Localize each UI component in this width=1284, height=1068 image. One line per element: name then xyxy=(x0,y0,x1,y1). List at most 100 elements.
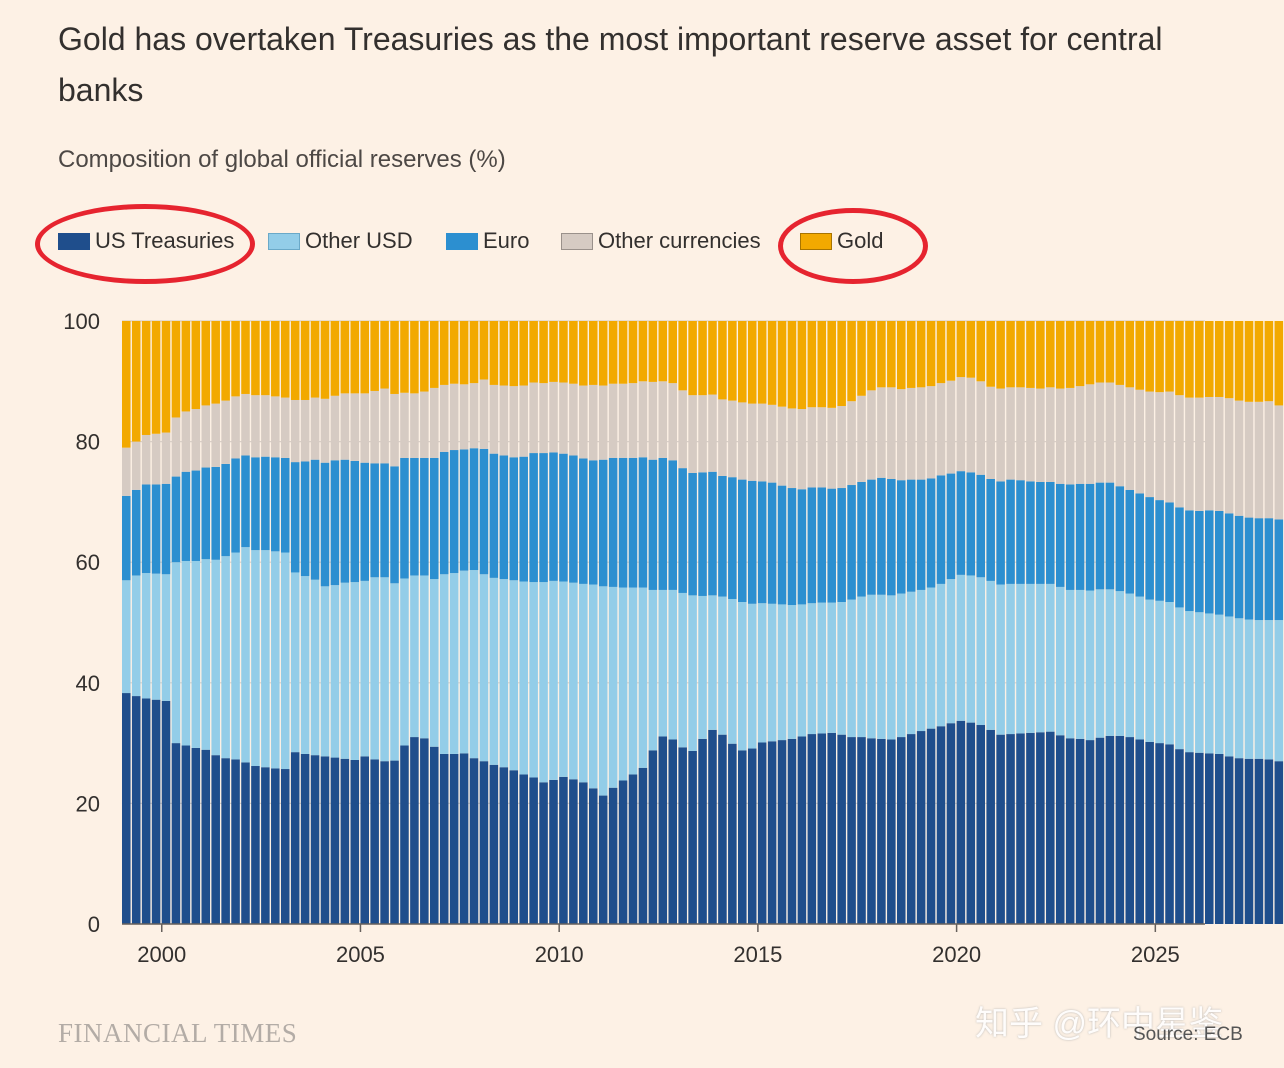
bar-segment-other-usd xyxy=(221,556,230,759)
bar-segment-euro xyxy=(579,458,588,584)
bar-segment-euro xyxy=(817,487,827,603)
bar-segment-us-treasuries xyxy=(280,769,290,924)
bar-segment-us-treasuries xyxy=(628,774,638,924)
bar-segment-other-usd xyxy=(310,579,320,756)
bar-segment-other-currencies xyxy=(658,381,668,458)
bar-segment-us-treasuries xyxy=(658,736,668,924)
bar-segment-other-usd xyxy=(290,572,300,753)
bar-segment-other-usd xyxy=(469,570,479,759)
bar-segment-gold xyxy=(708,321,717,395)
bar-segment-gold xyxy=(1055,321,1065,389)
bar-segment-other-currencies xyxy=(211,403,220,467)
bar-segment-gold xyxy=(1075,321,1085,387)
bar-segment-euro xyxy=(201,467,211,560)
bar-segment-other-usd xyxy=(678,592,687,748)
bar-segment-us-treasuries xyxy=(141,698,151,924)
bar-segment-euro xyxy=(787,488,797,606)
bar-segment-gold xyxy=(817,321,827,408)
bar-segment-us-treasuries xyxy=(1175,749,1184,924)
bar-segment-euro xyxy=(598,459,608,587)
bar-segment-other-usd xyxy=(271,551,280,769)
bar-segment-gold xyxy=(678,321,687,391)
bar-segment-other-currencies xyxy=(479,379,489,449)
bar-segment-other-usd xyxy=(280,552,290,770)
bar-segment-gold xyxy=(1244,321,1254,402)
bar-segment-euro xyxy=(807,487,817,604)
bar-segment-other-usd xyxy=(1205,613,1214,754)
bar-segment-gold xyxy=(350,321,360,394)
bar-segment-us-treasuries xyxy=(877,738,886,924)
bar-segment-other-currencies xyxy=(141,434,151,485)
bar-segment-us-treasuries xyxy=(638,767,648,924)
bar-segment-other-usd xyxy=(1175,607,1184,750)
bar-segment-us-treasuries xyxy=(410,737,419,924)
bar-segment-us-treasuries xyxy=(906,734,916,924)
bar-segment-other-usd xyxy=(539,582,548,783)
bar-segment-gold xyxy=(747,321,757,404)
bar-segment-other-currencies xyxy=(539,383,548,454)
bar-segment-other-currencies xyxy=(1036,388,1045,482)
bar-segment-other-currencies xyxy=(350,393,360,461)
bar-segment-other-usd xyxy=(976,577,986,726)
bar-segment-gold xyxy=(1115,321,1125,385)
legend-swatch-other-currencies xyxy=(561,232,593,250)
bar-segment-other-currencies xyxy=(430,387,439,458)
bar-segment-other-currencies xyxy=(181,411,191,472)
bar-segment-other-currencies xyxy=(549,381,558,453)
bar-segment-other-currencies xyxy=(986,386,995,479)
bar-segment-gold xyxy=(380,321,389,389)
bar-segment-euro xyxy=(966,472,976,576)
bar-segment-euro xyxy=(628,457,638,588)
bar-segment-other-usd xyxy=(380,577,389,762)
bar-segment-other-usd xyxy=(688,595,697,751)
bar-segment-us-treasuries xyxy=(608,787,618,924)
bar-segment-gold xyxy=(1006,321,1015,388)
bar-segment-gold xyxy=(847,321,856,402)
bar-segment-other-currencies xyxy=(1205,396,1214,511)
bar-segment-other-usd xyxy=(1065,589,1075,739)
bar-segment-euro xyxy=(330,460,340,586)
bar-segment-other-usd xyxy=(1036,583,1045,733)
bar-segment-euro xyxy=(280,457,290,553)
bar-segment-gold xyxy=(896,321,906,390)
bar-segment-gold xyxy=(310,321,320,398)
bar-segment-other-currencies xyxy=(797,409,807,490)
bar-segment-euro xyxy=(300,461,310,577)
bar-segment-gold xyxy=(1165,321,1174,392)
bar-segment-us-treasuries xyxy=(837,734,846,924)
bar-segment-other-usd xyxy=(966,575,976,723)
bar-segment-gold xyxy=(539,321,548,384)
bar-segment-euro xyxy=(837,488,846,602)
bar-segment-euro xyxy=(1026,481,1035,584)
bar-segment-euro xyxy=(320,462,330,587)
bar-segment-us-treasuries xyxy=(936,726,946,924)
bar-segment-other-currencies xyxy=(916,387,926,480)
bar-segment-other-usd xyxy=(837,602,846,735)
bar-segment-other-currencies xyxy=(817,407,827,488)
bar-segment-other-usd xyxy=(430,579,439,747)
bar-segment-gold xyxy=(986,321,995,387)
bar-segment-other-currencies xyxy=(1254,401,1264,519)
bar-segment-euro xyxy=(867,479,876,595)
bar-segment-euro xyxy=(708,471,717,596)
bar-segment-euro xyxy=(1274,519,1284,621)
bar-segment-us-treasuries xyxy=(122,693,131,924)
bar-segment-us-treasuries xyxy=(718,734,727,924)
bar-segment-us-treasuries xyxy=(449,753,459,924)
annotation-circle-us-treasuries xyxy=(35,204,255,284)
stacked-bar-chart: 0 20 40 60 80 100 2000 2005 2010 2015 2020 2025 xyxy=(63,309,1284,967)
bar-segment-other-currencies xyxy=(588,384,598,461)
bar-segment-other-usd xyxy=(986,580,995,730)
bar-segment-gold xyxy=(738,321,747,403)
bar-segment-euro xyxy=(847,485,856,600)
bar-segment-other-currencies xyxy=(1264,401,1274,519)
bar-segment-euro xyxy=(569,455,578,583)
bar-segment-other-currencies xyxy=(896,389,906,481)
y-tick-label: 80 xyxy=(76,430,100,455)
bar-segment-other-currencies xyxy=(777,406,787,486)
bar-segment-gold xyxy=(549,321,558,382)
bar-segment-gold xyxy=(122,321,131,448)
bar-segment-us-treasuries xyxy=(1055,735,1065,924)
bar-segment-euro xyxy=(1155,500,1164,601)
bar-segment-euro xyxy=(638,457,648,588)
